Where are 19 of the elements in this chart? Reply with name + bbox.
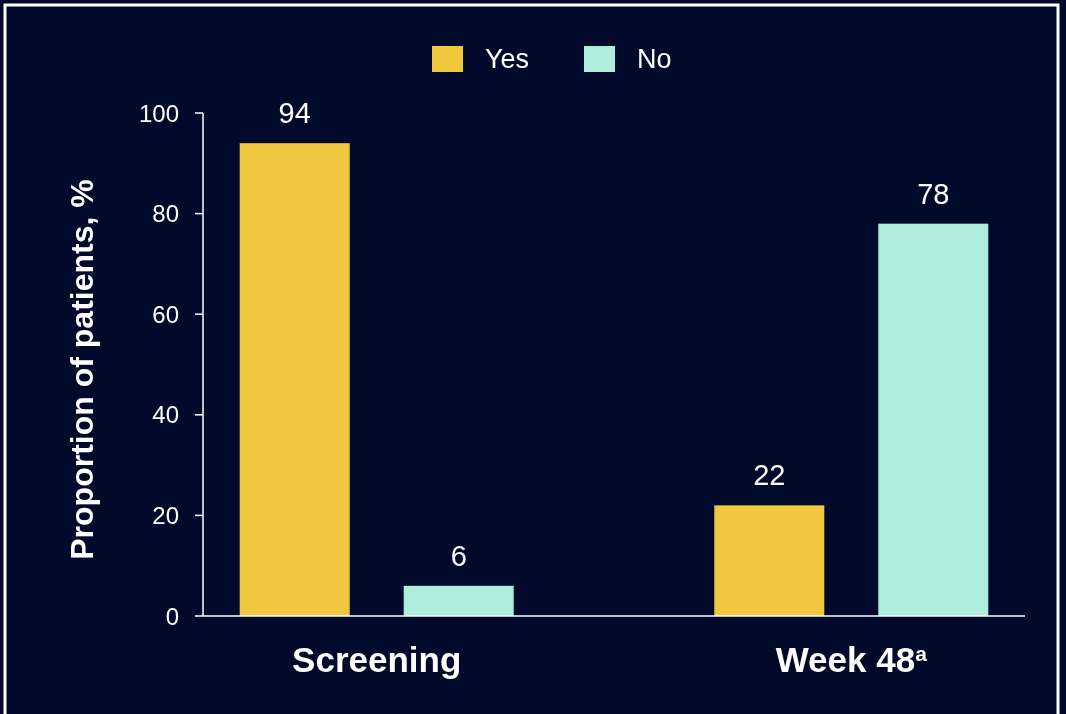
x-tick-label: Screening <box>292 640 462 679</box>
bar <box>239 143 350 616</box>
data-label: 6 <box>450 539 467 572</box>
legend-label: Yes <box>485 44 530 74</box>
bar <box>403 585 514 616</box>
x-tick-label: Week 48$^{a}$ <box>775 640 928 679</box>
y-tick-label: 40 <box>152 401 179 429</box>
y-tick-label: 60 <box>152 300 179 328</box>
data-label: 94 <box>278 97 311 130</box>
bar <box>878 223 989 616</box>
data-label: 78 <box>917 177 950 210</box>
y-axis-title: Proportion of patients, % <box>64 179 100 560</box>
y-tick-label: 0 <box>165 602 179 630</box>
data-label: 22 <box>753 459 786 492</box>
bar <box>714 505 825 616</box>
y-tick-label: 100 <box>138 99 179 127</box>
y-tick-label: 20 <box>152 501 179 529</box>
y-tick-label: 80 <box>152 200 179 228</box>
legend-label: No <box>637 44 672 74</box>
